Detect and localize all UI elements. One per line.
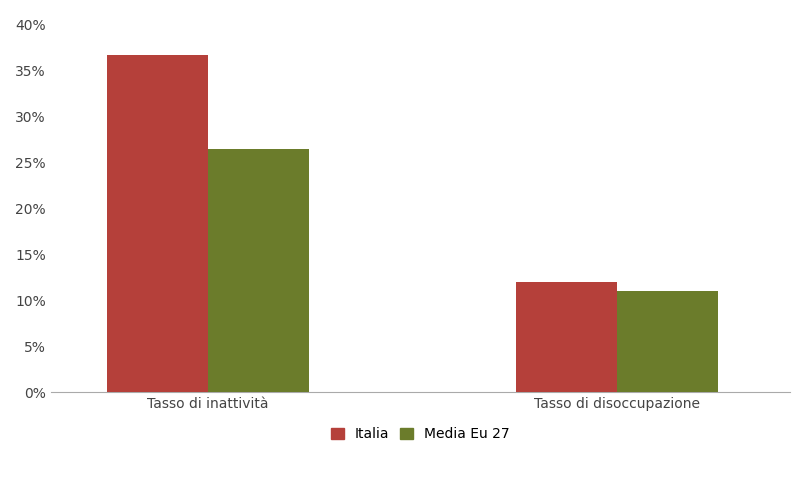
Bar	[208, 149, 308, 392]
Bar	[516, 282, 617, 392]
Bar	[107, 55, 208, 392]
Legend: Italia, Media Eu 27: Italia, Media Eu 27	[327, 423, 514, 445]
Bar	[617, 291, 717, 392]
